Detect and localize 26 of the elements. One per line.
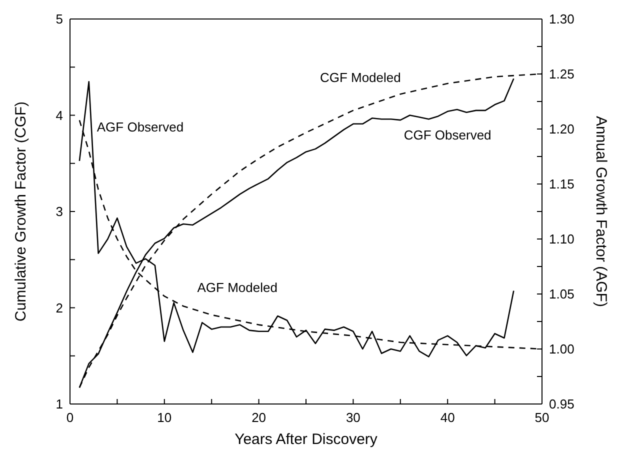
y2-tick-label: 1.00 <box>549 342 574 357</box>
y-axis-title: Cumulative Growth Factor (CGF) <box>12 101 30 322</box>
y2-tick-label: 1.05 <box>549 286 574 302</box>
y-tick-label: 5 <box>56 12 63 27</box>
y2-tick-label: 1.15 <box>549 176 574 192</box>
y-tick-label: 4 <box>56 108 63 123</box>
y-tick-label: 3 <box>56 204 63 220</box>
x-tick-label: 40 <box>440 410 455 426</box>
y-tick-label: 1 <box>56 396 63 412</box>
series-label: AGF Modeled <box>197 280 278 296</box>
x-tick-label: 10 <box>157 410 172 426</box>
y2-tick-label: 0.95 <box>549 396 574 412</box>
series-label: AGF Observed <box>96 120 184 135</box>
y-tick-label: 2 <box>56 300 63 316</box>
y2-tick-label: 1.25 <box>549 66 574 82</box>
series-label: CGF Observed <box>404 127 492 142</box>
x-tick-label: 50 <box>534 410 550 426</box>
y2-tick-label: 1.10 <box>549 232 574 247</box>
x-tick-label: 30 <box>346 410 360 426</box>
series-label: CGF Modeled <box>320 70 401 86</box>
y2-axis-title: Annual Growth Factor (AGF) <box>592 116 610 307</box>
x-tick-label: 20 <box>252 410 266 426</box>
y2-tick-label: 1.20 <box>549 122 574 137</box>
x-axis-title: Years After Discovery <box>234 431 378 448</box>
y2-tick-label: 1.30 <box>549 12 574 27</box>
x-tick-label: 0 <box>66 410 74 426</box>
